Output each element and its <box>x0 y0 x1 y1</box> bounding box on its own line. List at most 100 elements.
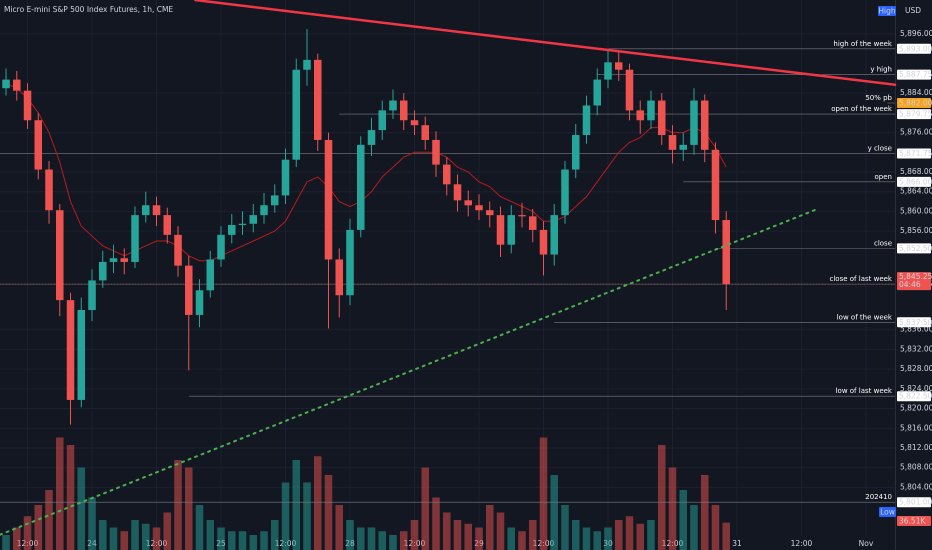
price-box <box>897 243 931 254</box>
candle-body <box>668 135 677 150</box>
volume-bar <box>421 467 430 550</box>
low-badge: Low <box>880 508 895 517</box>
price-box <box>897 176 931 187</box>
candle-body <box>389 100 397 111</box>
volume-bar <box>324 475 333 550</box>
candle-body <box>518 215 526 217</box>
candle-body <box>270 195 279 206</box>
volume-bar <box>679 490 687 550</box>
y-tick-label: 5,816.00 <box>900 423 932 432</box>
volume-bar <box>313 456 322 550</box>
candle-body <box>23 90 32 121</box>
x-tick-label: Nov <box>859 539 874 548</box>
candle-body <box>324 139 333 260</box>
x-tick-label: 31 <box>732 539 742 548</box>
currency: USD <box>905 6 921 15</box>
volume-bar <box>270 520 279 550</box>
level-name: y high <box>870 66 892 74</box>
volume-bar <box>475 527 483 550</box>
volume-bar <box>539 437 548 550</box>
volume-bar <box>217 527 225 550</box>
candle-body <box>45 169 53 211</box>
trendline <box>0 208 817 536</box>
candle-body <box>227 224 236 235</box>
candle-body <box>539 229 548 255</box>
volume-bar <box>657 445 666 550</box>
volume-bar <box>571 520 580 550</box>
candle-body <box>453 184 462 201</box>
candle-body <box>604 62 612 80</box>
candle-body <box>292 69 301 160</box>
volume-bar <box>13 527 21 550</box>
volume-bar <box>496 512 505 550</box>
volume-bar <box>625 516 634 550</box>
candle-body <box>99 261 107 281</box>
candle-body <box>303 59 311 70</box>
candle-body <box>421 125 430 140</box>
candle-body <box>636 110 645 121</box>
high-badge-box <box>878 6 896 16</box>
volume-bar <box>77 467 86 550</box>
trendline <box>193 0 897 87</box>
volume-bar <box>260 531 268 550</box>
price-box-label: 5,801.00 <box>899 498 932 507</box>
candle-body <box>582 105 591 136</box>
price-box <box>897 391 931 402</box>
candle-body <box>163 215 172 235</box>
candle-body <box>335 259 344 296</box>
volume-bar <box>303 482 311 550</box>
y-tick-label: 5,856.00 <box>900 226 932 235</box>
candle-body <box>475 205 483 211</box>
candle-body <box>550 215 559 255</box>
volume-bar <box>99 520 107 550</box>
price-box-label: 5,852.50 <box>899 244 932 253</box>
volume-bar <box>722 522 730 550</box>
volume-bar <box>432 497 440 550</box>
candle-body <box>184 265 193 315</box>
level-name: high of the week <box>833 40 893 48</box>
level-name: open <box>875 173 892 181</box>
y-tick-label: 5,860.00 <box>900 206 932 215</box>
volume-bar <box>152 527 161 550</box>
volume-bar <box>389 535 397 550</box>
candle-body <box>131 215 139 262</box>
volume-bar <box>367 527 376 550</box>
volume-bar <box>528 520 537 550</box>
volume-bar <box>206 520 215 550</box>
candle-body <box>507 215 516 245</box>
low-badge-box <box>879 507 896 517</box>
volume-bar <box>120 531 129 550</box>
volume-bar <box>281 482 290 550</box>
volume-bar <box>23 516 32 550</box>
candle-body <box>260 205 268 216</box>
volume-bar <box>227 531 236 550</box>
price-box <box>897 497 931 508</box>
candle-body <box>13 79 21 91</box>
last-price-box <box>897 272 931 291</box>
candle-body <box>442 164 451 185</box>
price-box <box>897 69 931 80</box>
volume-bar <box>561 505 569 550</box>
candle-body <box>356 144 365 230</box>
candle-body <box>657 100 666 136</box>
candle-body <box>66 300 75 400</box>
price-box-label: 5,887.75 <box>899 70 932 79</box>
price-box-label: 5,879.75 <box>899 110 932 119</box>
price-box-label: 5,871.75 <box>899 149 932 158</box>
y-tick-label: 5,868.00 <box>900 167 932 176</box>
candle-body <box>711 149 720 221</box>
candle-body <box>2 79 10 89</box>
candle-body <box>399 100 408 121</box>
level-name: low of last week <box>836 387 893 395</box>
candle-body <box>700 100 709 150</box>
volume-bar <box>485 505 494 550</box>
chart-title: Micro E-mini S&P 500 Index Futures, 1h, … <box>4 5 173 14</box>
candle-body <box>34 120 43 170</box>
candle-body <box>206 259 215 291</box>
candle-body <box>528 216 537 230</box>
level-name: 50% pb <box>865 94 892 102</box>
price-box-label: 5,822.50 <box>899 392 932 401</box>
